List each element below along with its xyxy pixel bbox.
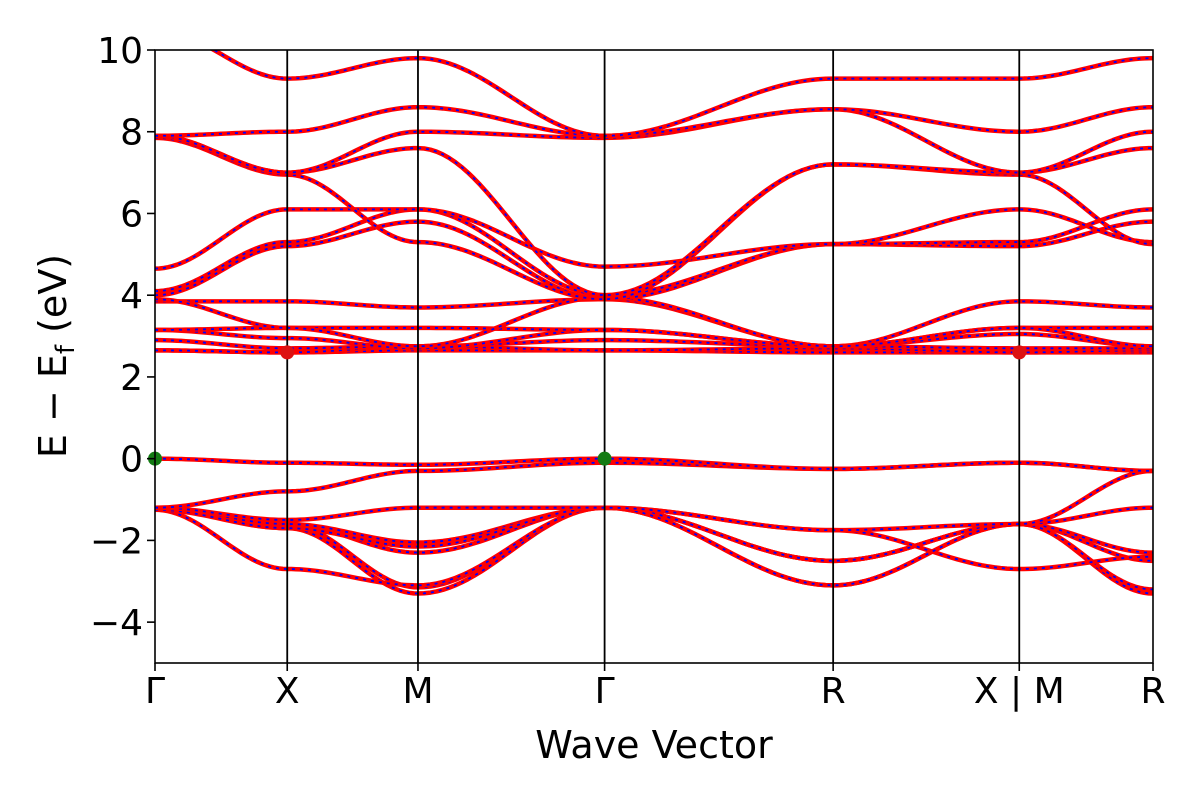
y-axis-title: E − Ef (eV) [31, 254, 81, 458]
y-axis-title-subscript: f [51, 344, 81, 354]
y-tick-label-4: 4 [120, 276, 143, 317]
band-21-line [155, 107, 1153, 175]
y-ticks: −4 −2 0 2 4 6 8 10 [90, 31, 155, 644]
y-tick-label-6: 8 [120, 113, 143, 154]
band-20-dashed [155, 134, 1153, 297]
y-tick-label-7: 10 [97, 31, 143, 72]
band-23-dashed [212, 50, 1153, 137]
cbm-marker-1 [1012, 345, 1027, 360]
vbm-marker-1 [597, 451, 612, 466]
cbm-marker-0 [280, 345, 295, 360]
x-ticks: Γ X M Γ R X | M R [145, 663, 1166, 712]
extrema-markers [148, 345, 1027, 466]
band-19-line [155, 135, 1153, 302]
y-axis-title-main: E − E [31, 354, 75, 458]
band-19-dashed [155, 136, 1153, 301]
x-tick-label-0: Γ [145, 671, 165, 712]
x-tick-label-6: R [1140, 671, 1165, 712]
y-axis-title-unit: (eV) [31, 254, 75, 345]
x-axis-title: Wave Vector [535, 723, 773, 767]
x-tick-label-2: M [402, 671, 433, 712]
band-6-line [155, 468, 1153, 533]
x-tick-label-1: X [275, 671, 300, 712]
band-7-dashed [155, 461, 1153, 509]
band-23-line [209, 50, 1153, 139]
bands-layer [155, 50, 1153, 596]
plot-frame [154, 49, 1154, 664]
band-11-line [155, 337, 1153, 351]
y-tick-label-1: −2 [90, 521, 143, 562]
kpoint-lines [286, 50, 1021, 663]
band-20-line [155, 133, 1153, 298]
x-tick-label-4: R [821, 671, 846, 712]
y-tick-label-5: 6 [120, 194, 143, 235]
band-21-dashed [155, 108, 1153, 174]
x-tick-label-5: X | M [974, 671, 1065, 712]
y-tick-label-0: −4 [90, 603, 143, 644]
y-tick-label-2: 0 [120, 440, 143, 481]
x-tick-label-3: Γ [595, 671, 615, 712]
y-tick-label-3: 2 [120, 358, 143, 399]
band-7-line [155, 460, 1153, 510]
